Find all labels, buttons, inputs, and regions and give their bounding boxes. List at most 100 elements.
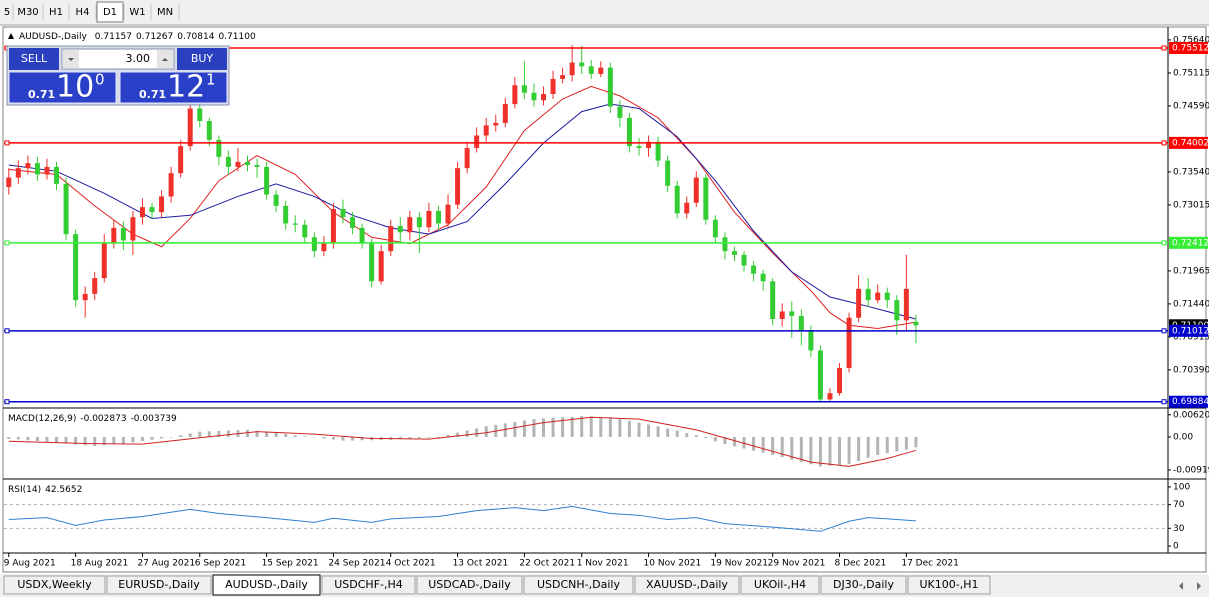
timeframe-button[interactable]: D1 [103,7,117,18]
candle-body [655,141,661,161]
tab-label[interactable]: USDCNH-,Daily [537,578,620,591]
tab[interactable] [634,575,740,595]
tab-label[interactable]: XAUUSD-,Daily [646,578,728,591]
macd-bar [838,437,842,465]
tab[interactable] [106,575,212,595]
candle-body [569,62,575,76]
candle-body [483,125,489,136]
tab[interactable] [321,575,416,595]
volume-value[interactable]: 3.00 [126,52,151,65]
rsi-line [8,505,916,532]
macd-bar [188,433,192,438]
buy-button[interactable] [177,48,227,70]
candle-body [388,225,394,252]
candle-body [235,161,241,167]
level-handle[interactable] [1161,140,1167,146]
level-handle[interactable] [1161,328,1167,334]
candle-body [493,122,499,126]
ask-prefix: 0.71 [139,88,166,101]
macd-bar [312,437,316,438]
sell-label[interactable]: SELL [21,52,48,65]
tab-selected[interactable] [212,574,321,596]
macd-bar [121,437,125,444]
tab-label[interactable]: USDX,Weekly [17,578,92,591]
x-tick-label: 4 Oct 2021 [386,559,436,569]
macd-bar [656,426,660,438]
candle-body [598,67,604,74]
collapse-icon[interactable] [8,33,14,39]
macd-bar [580,416,584,438]
tab[interactable] [3,575,106,595]
timeframe-button[interactable]: MN [157,7,173,18]
level-handle[interactable] [1161,45,1167,51]
y-tick-label: 0.71440 [1173,299,1209,309]
timeframe-button[interactable]: W1 [129,7,145,18]
y-tick-label: 0 [1173,542,1179,552]
candle-body [435,210,441,224]
ask-box[interactable] [119,71,228,104]
macd-bar [45,437,49,442]
macd-bar [627,420,631,438]
buy-label[interactable]: BUY [191,52,214,65]
tab-label[interactable]: AUDUSD-,Daily [225,578,308,591]
timeframe-button[interactable]: 5 [4,7,10,18]
level-handle[interactable] [4,140,10,146]
macd-bar [885,437,889,454]
candle-body [225,156,231,167]
tab[interactable] [907,575,991,595]
tab-label[interactable]: USDCHF-,H4 [334,578,403,591]
macd-bar [542,418,546,438]
candle-body [15,168,21,178]
tab[interactable] [740,575,820,595]
level-price-label: 0.75512 [1172,43,1209,53]
candle-body [283,205,289,224]
candle-body [560,75,566,79]
candle-body [636,146,642,149]
tab-label[interactable]: DJ30-,Daily [833,578,895,591]
sell-button[interactable] [9,48,59,70]
level-handle[interactable] [1161,240,1167,246]
macd-bar [83,437,87,446]
timeframe-button[interactable]: H4 [76,7,90,18]
volume-input[interactable] [61,48,175,70]
macd-bar [914,437,918,448]
macd-bar [465,430,469,438]
x-tick-label: 6 Sep 2021 [195,559,246,569]
level-handle[interactable] [4,240,10,246]
macd-bar [112,437,116,445]
ohlc-value: 0.71100 [218,32,255,42]
tab-label[interactable]: USDCAD-,Daily [428,578,511,591]
macd-bar [809,437,813,465]
tab[interactable] [523,575,634,595]
candle-body [216,139,222,157]
macd-bar [446,434,450,438]
candle-body [770,281,776,320]
macd-bar [131,437,135,443]
macd-bar [456,432,460,438]
bid-box[interactable] [8,71,117,104]
macd-bar [322,437,326,439]
moving-average [8,103,917,320]
candle-body [751,265,757,274]
macd-value: -0.003739 [131,414,177,424]
tab[interactable] [416,575,523,595]
y-tick-label: 0.00 [1173,433,1193,443]
level-handle[interactable] [4,399,10,405]
macd-bar [799,437,803,462]
level-handle[interactable] [4,328,10,334]
tab[interactable] [820,575,907,595]
macd-bar [847,437,851,464]
y-tick-label: -0.009197 [1173,465,1209,475]
macd-bar [637,422,641,438]
candle-body [330,209,336,244]
timeframe-button[interactable]: M30 [17,7,38,18]
macd-bar [7,437,11,439]
candle-body [168,173,174,197]
timeframe-button[interactable]: H1 [49,7,63,18]
macd-bar [160,437,164,439]
tab-label[interactable]: UK100-,H1 [920,578,979,591]
tab-label[interactable]: UKOil-,H4 [754,578,806,591]
tab-label[interactable]: EURUSD-,Daily [118,578,200,591]
level-handle[interactable] [1161,399,1167,405]
